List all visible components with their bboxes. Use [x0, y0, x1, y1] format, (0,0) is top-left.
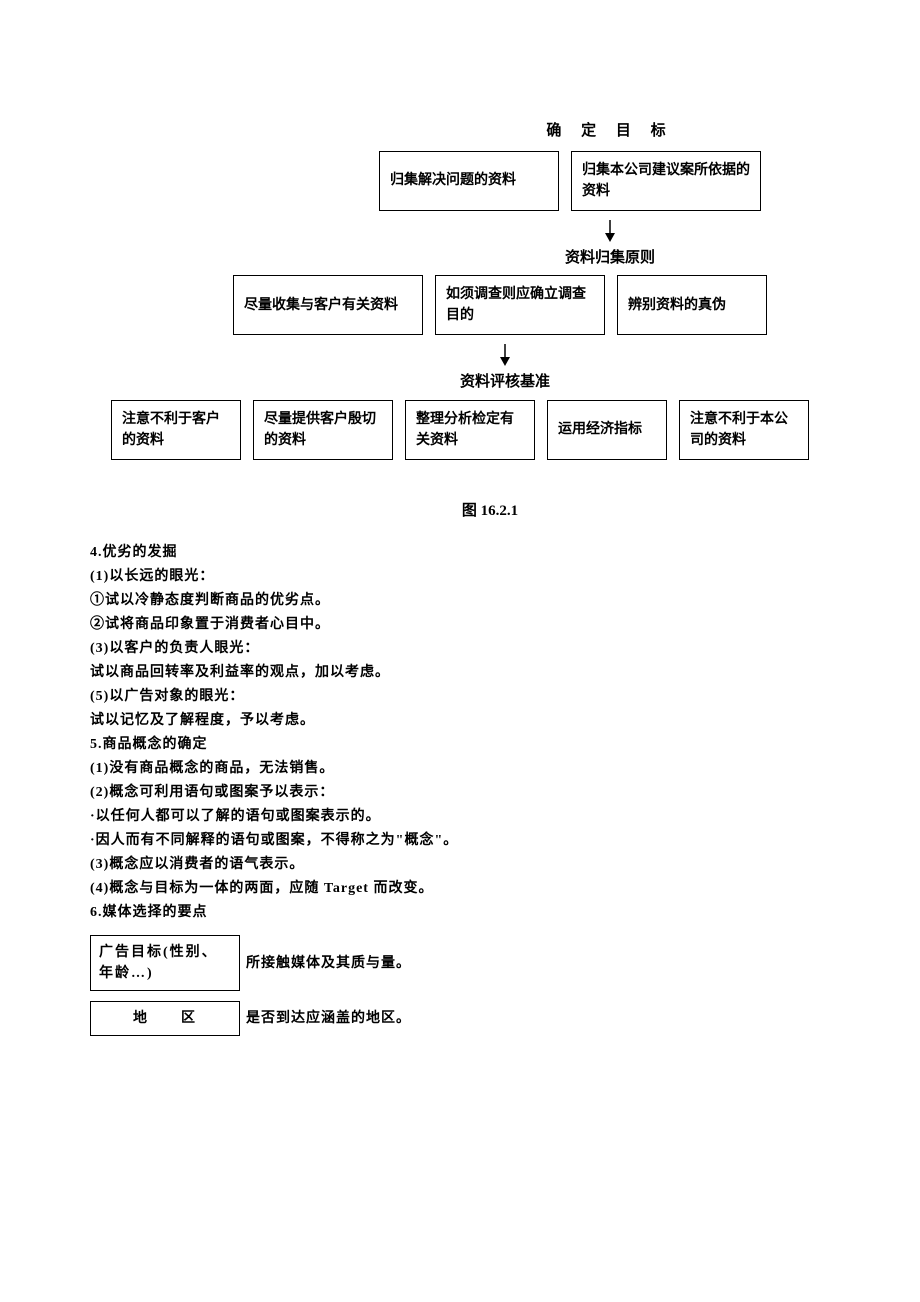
media-table: 广告目标(性别、年龄…) 所接触媒体及其质与量。 地 区 是否到达应涵盖的地区。: [90, 935, 860, 1036]
body-line: (3)以客户的负责人眼光：: [90, 638, 860, 659]
flow-box: 辨别资料的真伪: [617, 275, 767, 335]
body-line: (1)没有商品概念的商品，无法销售。: [90, 758, 860, 779]
body-line: 试以记忆及了解程度，予以考虑。: [90, 710, 860, 731]
flowchart: 确 定 目 标 归集解决问题的资料 归集本公司建议案所依据的资料 资料归集原则 …: [60, 120, 860, 460]
body-line: ②试将商品印象置于消费者心目中。: [90, 614, 860, 635]
flow-box: 整理分析检定有关资料: [405, 400, 535, 460]
flowchart-title: 确 定 目 标: [60, 120, 860, 143]
flow-subtitle: 资料评核基准: [60, 371, 860, 394]
body-line: (2)概念可利用语句或图案予以表示：: [90, 782, 860, 803]
body-line: 4.优劣的发掘: [90, 542, 860, 563]
body-line: (5)以广告对象的眼光：: [90, 686, 860, 707]
media-label: 广告目标(性别、年龄…): [90, 935, 240, 991]
document-page: 确 定 目 标 归集解决问题的资料 归集本公司建议案所依据的资料 资料归集原则 …: [0, 0, 920, 1106]
body-line: ·因人而有不同解释的语句或图案，不得称之为"概念"。: [90, 830, 860, 851]
flow-row-level1: 归集解决问题的资料 归集本公司建议案所依据的资料: [280, 151, 860, 211]
arrow-down-icon: [150, 343, 860, 367]
flow-box: 尽量提供客户殷切的资料: [253, 400, 393, 460]
flow-box: 归集解决问题的资料: [379, 151, 559, 211]
flow-row-level2: 尽量收集与客户有关资料 如须调查则应确立调查目的 辨别资料的真伪: [140, 275, 860, 335]
body-line: ①试以冷静态度判断商品的优劣点。: [90, 590, 860, 611]
body-line: (3)概念应以消费者的语气表示。: [90, 854, 860, 875]
flow-box: 注意不利于本公司的资料: [679, 400, 809, 460]
body-text: 4.优劣的发掘 (1)以长远的眼光： ①试以冷静态度判断商品的优劣点。 ②试将商…: [90, 542, 860, 1036]
media-desc: 是否到达应涵盖的地区。: [240, 1001, 417, 1036]
arrow-down-icon: [360, 219, 860, 243]
flow-box: 归集本公司建议案所依据的资料: [571, 151, 761, 211]
media-desc: 所接触媒体及其质与量。: [240, 935, 417, 991]
flow-box: 运用经济指标: [547, 400, 667, 460]
flow-box: 尽量收集与客户有关资料: [233, 275, 423, 335]
body-line: 试以商品回转率及利益率的观点，加以考虑。: [90, 662, 860, 683]
flow-box: 注意不利于客户的资料: [111, 400, 241, 460]
figure-caption: 图 16.2.1: [60, 500, 860, 523]
body-line: 6.媒体选择的要点: [90, 902, 860, 923]
media-row: 地 区 是否到达应涵盖的地区。: [90, 1001, 860, 1036]
media-row: 广告目标(性别、年龄…) 所接触媒体及其质与量。: [90, 935, 860, 991]
media-label: 地 区: [90, 1001, 240, 1036]
body-line: ·以任何人都可以了解的语句或图案表示的。: [90, 806, 860, 827]
flow-box: 如须调查则应确立调查目的: [435, 275, 605, 335]
flow-subtitle: 资料归集原则: [60, 247, 860, 270]
body-line: (1)以长远的眼光：: [90, 566, 860, 587]
body-line: (4)概念与目标为一体的两面，应随 Target 而改变。: [90, 878, 860, 899]
flow-row-level3: 注意不利于客户的资料 尽量提供客户殷切的资料 整理分析检定有关资料 运用经济指标…: [60, 400, 860, 460]
body-line: 5.商品概念的确定: [90, 734, 860, 755]
